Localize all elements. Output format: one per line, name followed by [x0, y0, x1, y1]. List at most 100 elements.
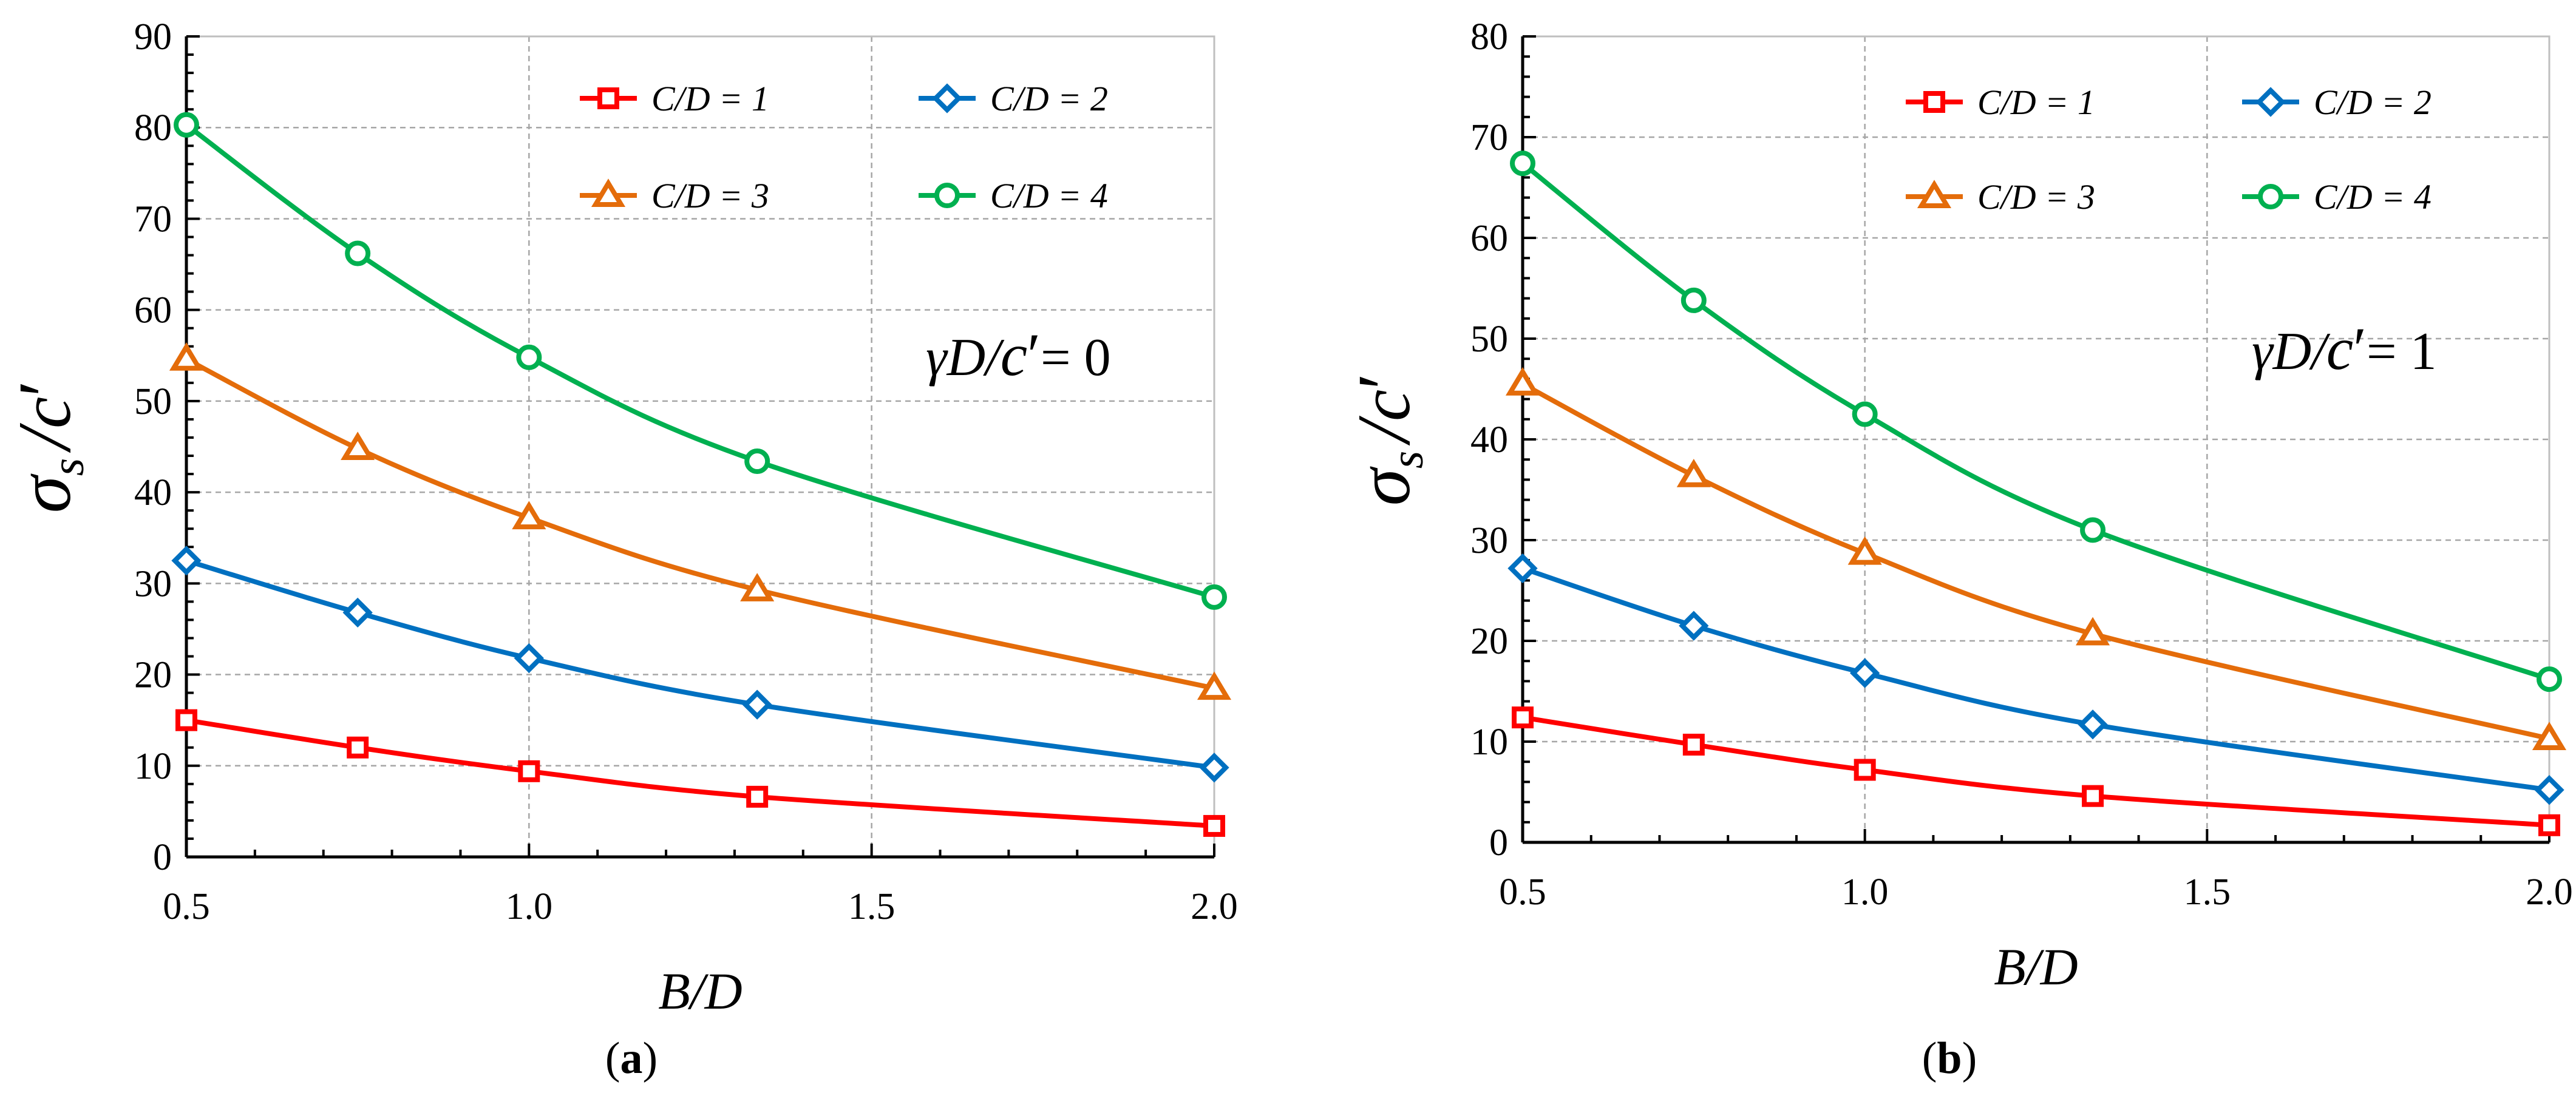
series-line: [184, 356, 1217, 691]
x-tick-label: 1.0: [1841, 871, 1889, 913]
legend-label: C/D = 4: [2314, 177, 2432, 217]
annotation-prefix: γD/: [2252, 322, 2331, 381]
panel-label-letter: a: [620, 1034, 643, 1083]
data-point: [342, 597, 373, 628]
legend-item: C/D = 3: [1906, 177, 2095, 217]
data-point: [2076, 617, 2110, 646]
data-point: [1679, 611, 1709, 641]
data-point: [512, 501, 546, 530]
annotation-label: γD/c′= 1: [2252, 315, 2437, 382]
data-point: [1682, 733, 1705, 756]
y-tick-label: 80: [134, 107, 172, 149]
data-point: [2080, 517, 2106, 543]
series-line: [1520, 161, 2552, 682]
y-tick-label: 30: [134, 563, 172, 604]
legend: C/D = 1 C/D = 2 C/D = 3 C/D = 4: [1906, 83, 2432, 217]
legend-label: C/D = 3: [651, 176, 769, 215]
y-tick-label: 50: [134, 381, 172, 422]
y-axis-title-c: c: [1345, 390, 1425, 421]
data-point: [345, 240, 371, 266]
panel-label-letter: b: [1937, 1034, 1962, 1083]
legend-marker: [2255, 87, 2286, 117]
legend-item: C/D = 1: [1906, 83, 2095, 122]
panel-label-close-paren: ): [1962, 1034, 1977, 1083]
y-axis-title-sigma: σ: [3, 473, 86, 513]
y-axis-title-sigma: σ: [1342, 465, 1426, 506]
series-circle: [174, 112, 1227, 610]
data-point: [1681, 287, 1707, 313]
y-axis-title-subscript: s: [42, 458, 93, 476]
data-point: [1505, 367, 1540, 396]
data-point: [1512, 706, 1534, 729]
grid-lines: [186, 35, 1215, 857]
data-point: [1197, 671, 1232, 700]
series-square: [175, 709, 1225, 837]
legend-label: C/D = 1: [651, 79, 769, 118]
y-tick-label: 20: [1470, 621, 1508, 662]
data-point: [171, 546, 202, 576]
data-point: [1852, 401, 1878, 427]
annotation-prefix: γD/: [926, 328, 1005, 387]
legend-marker: [2258, 184, 2283, 209]
legend-marker: [591, 178, 626, 207]
legend-marker: [597, 87, 619, 109]
panel-label-open-paren: (: [1922, 1034, 1937, 1083]
data-point: [347, 736, 369, 759]
y-tick-label: 0: [1489, 822, 1508, 864]
data-point: [740, 573, 775, 601]
y-tick-label: 50: [1470, 319, 1508, 360]
legend-item: C/D = 2: [2242, 83, 2432, 122]
y-tick-label: 80: [1470, 16, 1508, 58]
y-tick-label: 40: [1470, 419, 1508, 461]
panel-label-open-paren: (: [605, 1034, 620, 1083]
y-axis-title-prime: ′: [3, 381, 86, 397]
x-tick-label: 0.5: [163, 886, 210, 927]
annotation-prime: ′: [2353, 315, 2367, 382]
legend-marker: [932, 83, 962, 113]
data-point: [746, 785, 769, 808]
y-axis-title-c: c: [6, 397, 86, 428]
y-tick-label: 10: [134, 746, 172, 787]
data-point: [1854, 759, 1876, 781]
y-axis-title: σs/c′: [1342, 373, 1433, 506]
plot-area-border: [1521, 35, 2551, 844]
series-line: [184, 122, 1217, 600]
legend-item: C/D = 3: [580, 176, 769, 215]
series-square: [1512, 706, 2560, 836]
y-tick-label: 40: [134, 472, 172, 513]
x-tick-label: 1.5: [2184, 871, 2231, 913]
x-tick-label: 1.5: [848, 886, 895, 927]
series-circle: [1510, 151, 2562, 692]
legend-label: C/D = 4: [990, 176, 1108, 215]
data-point: [514, 643, 544, 674]
x-tick-label: 1.0: [506, 886, 553, 927]
data-point: [1203, 814, 1225, 837]
data-point: [1850, 658, 1880, 688]
data-point: [1507, 553, 1538, 584]
annotation-prime: ′: [1027, 321, 1041, 388]
data-point: [2532, 722, 2567, 751]
x-tick-label: 0.5: [1499, 871, 1546, 913]
data-point: [2082, 785, 2104, 807]
y-tick-label: 30: [1470, 520, 1508, 561]
series-line: [1520, 566, 2552, 793]
x-axis-title: B/D: [1994, 938, 2078, 996]
data-point: [518, 760, 540, 782]
data-point: [1199, 753, 1229, 783]
data-point: [2078, 709, 2108, 740]
series-line: [1520, 381, 2552, 742]
x-tick-label: 2.0: [2526, 871, 2573, 913]
series-diamond: [171, 546, 1229, 783]
series-line: [184, 558, 1217, 770]
data-point: [1510, 151, 1535, 177]
plot-area-border: [185, 35, 1215, 858]
annotation-label: γD/c′= 0: [926, 321, 1111, 388]
series-triangle: [169, 342, 1232, 700]
legend-label: C/D = 1: [1977, 83, 2095, 122]
panel-label: (a): [605, 1034, 658, 1083]
data-point: [174, 112, 199, 138]
annotation-c: c: [2326, 315, 2353, 382]
y-tick-label: 70: [134, 198, 172, 240]
y-tick-label: 60: [1470, 218, 1508, 259]
